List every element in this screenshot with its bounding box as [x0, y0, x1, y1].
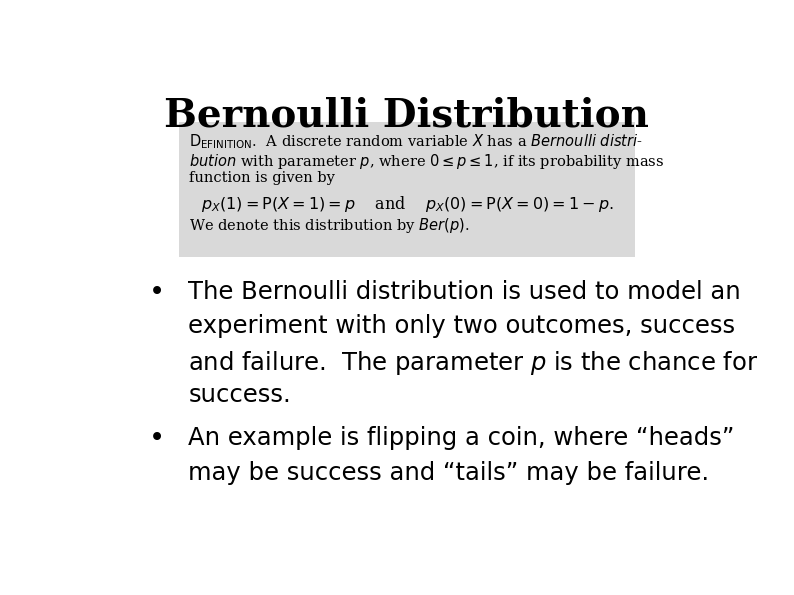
Text: $p_X(1) = \mathrm{P}(X = 1) = p$    and    $p_X(0) = \mathrm{P}(X = 0) = 1 - p.$: $p_X(1) = \mathrm{P}(X = 1) = p$ and $p_… — [201, 194, 613, 214]
Text: The Bernoulli distribution is used to model an: The Bernoulli distribution is used to mo… — [188, 280, 741, 304]
Text: experiment with only two outcomes, success: experiment with only two outcomes, succe… — [188, 314, 735, 338]
Text: $\mathsf{D}_{\mathsf{EFINITION}}$.  A discrete random variable $X$ has a $\mathi: $\mathsf{D}_{\mathsf{EFINITION}}$. A dis… — [189, 132, 643, 151]
Text: •: • — [148, 427, 164, 452]
Text: function is given by: function is given by — [189, 171, 335, 185]
Text: We denote this distribution by $\mathit{Ber}(p)$.: We denote this distribution by $\mathit{… — [189, 215, 469, 234]
FancyBboxPatch shape — [179, 122, 634, 257]
Text: may be success and “tails” may be failure.: may be success and “tails” may be failur… — [188, 461, 710, 485]
Text: An example is flipping a coin, where “heads”: An example is flipping a coin, where “he… — [188, 427, 735, 450]
Text: $\mathit{bution}$ with parameter $p$, where $0 \leq p \leq 1$, if its probabilit: $\mathit{bution}$ with parameter $p$, wh… — [189, 152, 665, 171]
Text: •: • — [148, 280, 164, 306]
Text: and failure.  The parameter $p$ is the chance for: and failure. The parameter $p$ is the ch… — [188, 349, 758, 377]
Text: Bernoulli Distribution: Bernoulli Distribution — [164, 96, 649, 134]
Text: success.: success. — [188, 383, 291, 407]
